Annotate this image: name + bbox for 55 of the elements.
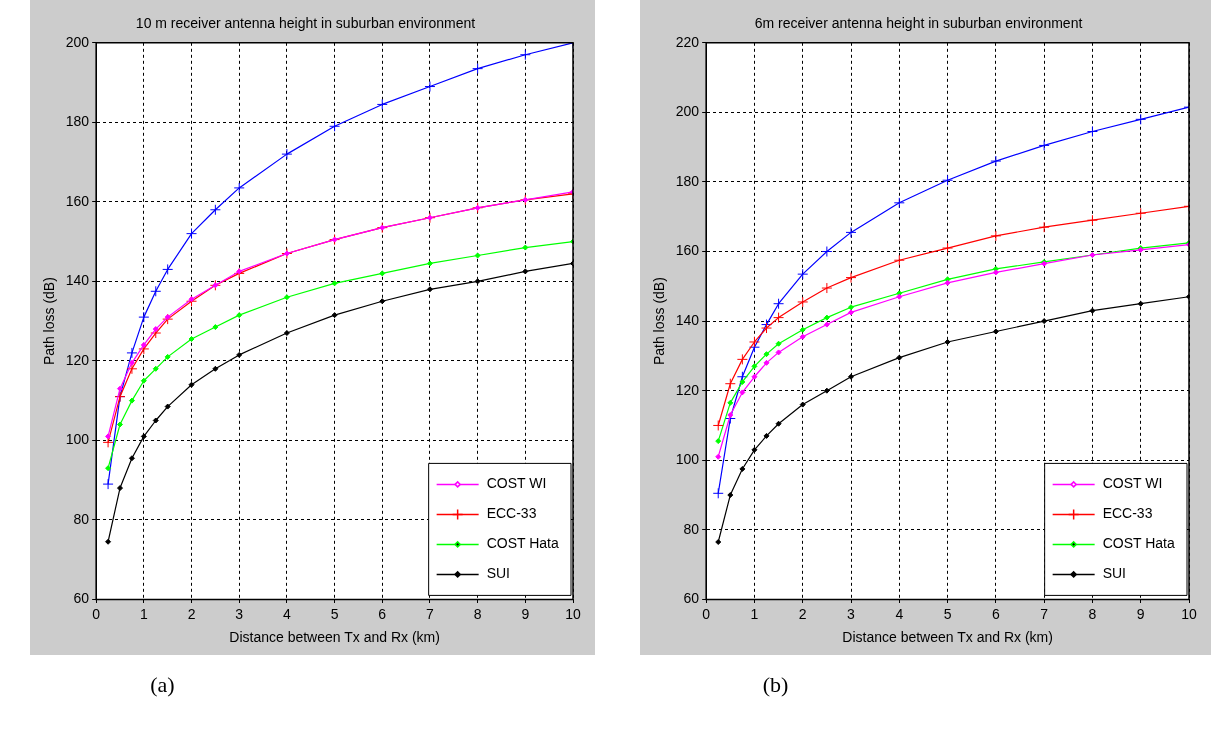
chart-title: 10 m receiver antenna height in suburban environment — [135, 15, 476, 32]
legend-label: COST WI — [1102, 475, 1163, 492]
y-tick-label: 80 — [683, 520, 700, 537]
x-tick-label: 1 — [750, 605, 759, 622]
x-tick-label: 10 — [1181, 605, 1197, 622]
x-tick-label: 3 — [847, 605, 856, 622]
x-tick-label: 9 — [521, 605, 530, 622]
text: (b) — [761, 672, 790, 698]
x-tick-label: 9 — [1136, 605, 1145, 622]
y-tick-label: 200 — [675, 103, 700, 120]
legend-label: COST Hata — [486, 535, 559, 552]
legend-label: COST Hata — [1102, 535, 1175, 552]
y-tick-label: 120 — [675, 381, 700, 398]
x-axis-title: Distance between Tx and Rx (km) — [842, 629, 1053, 646]
y-tick-label: 80 — [73, 510, 90, 527]
x-tick-label: 8 — [1088, 605, 1097, 622]
y-tick-label: 180 — [65, 113, 90, 130]
y-tick-label: 60 — [683, 590, 700, 607]
y-tick-label: 140 — [675, 311, 700, 328]
legend-label: COST WI — [486, 475, 547, 492]
y-tick-label: 220 — [675, 33, 700, 50]
y-axis-title: Path loss (dB) — [41, 277, 58, 366]
y-tick-label: 100 — [65, 431, 90, 448]
y-tick-label: 140 — [65, 272, 90, 289]
text: (a) — [149, 672, 176, 698]
x-tick-label: 4 — [895, 605, 904, 622]
y-axis-title: Path loss (dB) — [651, 277, 668, 366]
x-tick-label: 10 — [565, 605, 581, 622]
y-tick-label: 100 — [675, 451, 700, 468]
x-tick-label: 5 — [943, 605, 952, 622]
y-tick-label: 160 — [65, 192, 90, 209]
x-tick-label: 7 — [1040, 605, 1049, 622]
legend-label: ECC-33 — [486, 505, 537, 522]
x-axis-title: Distance between Tx and Rx (km) — [229, 629, 440, 646]
x-tick-label: 6 — [378, 605, 387, 622]
x-tick-label: 3 — [235, 605, 244, 622]
x-tick-label: 0 — [702, 605, 711, 622]
x-tick-label: 1 — [139, 605, 148, 622]
x-tick-label: 8 — [473, 605, 482, 622]
legend-label: ECC-33 — [1102, 505, 1153, 522]
legend-label: SUI — [1102, 565, 1126, 582]
y-tick-label: 200 — [65, 33, 90, 50]
x-tick-label: 7 — [426, 605, 435, 622]
x-tick-label: 2 — [798, 605, 807, 622]
y-tick-label: 60 — [73, 590, 90, 607]
y-tick-label: 160 — [675, 242, 700, 259]
x-tick-label: 2 — [187, 605, 196, 622]
x-tick-label: 0 — [92, 605, 101, 622]
y-tick-label: 180 — [675, 172, 700, 189]
y-tick-label: 120 — [65, 351, 90, 368]
legend-label: SUI — [486, 565, 510, 582]
x-tick-label: 4 — [283, 605, 291, 622]
x-tick-label: 6 — [991, 605, 1000, 622]
x-tick-label: 5 — [330, 605, 339, 622]
chart-title: 6m receiver antenna height in suburban environment — [754, 15, 1083, 32]
